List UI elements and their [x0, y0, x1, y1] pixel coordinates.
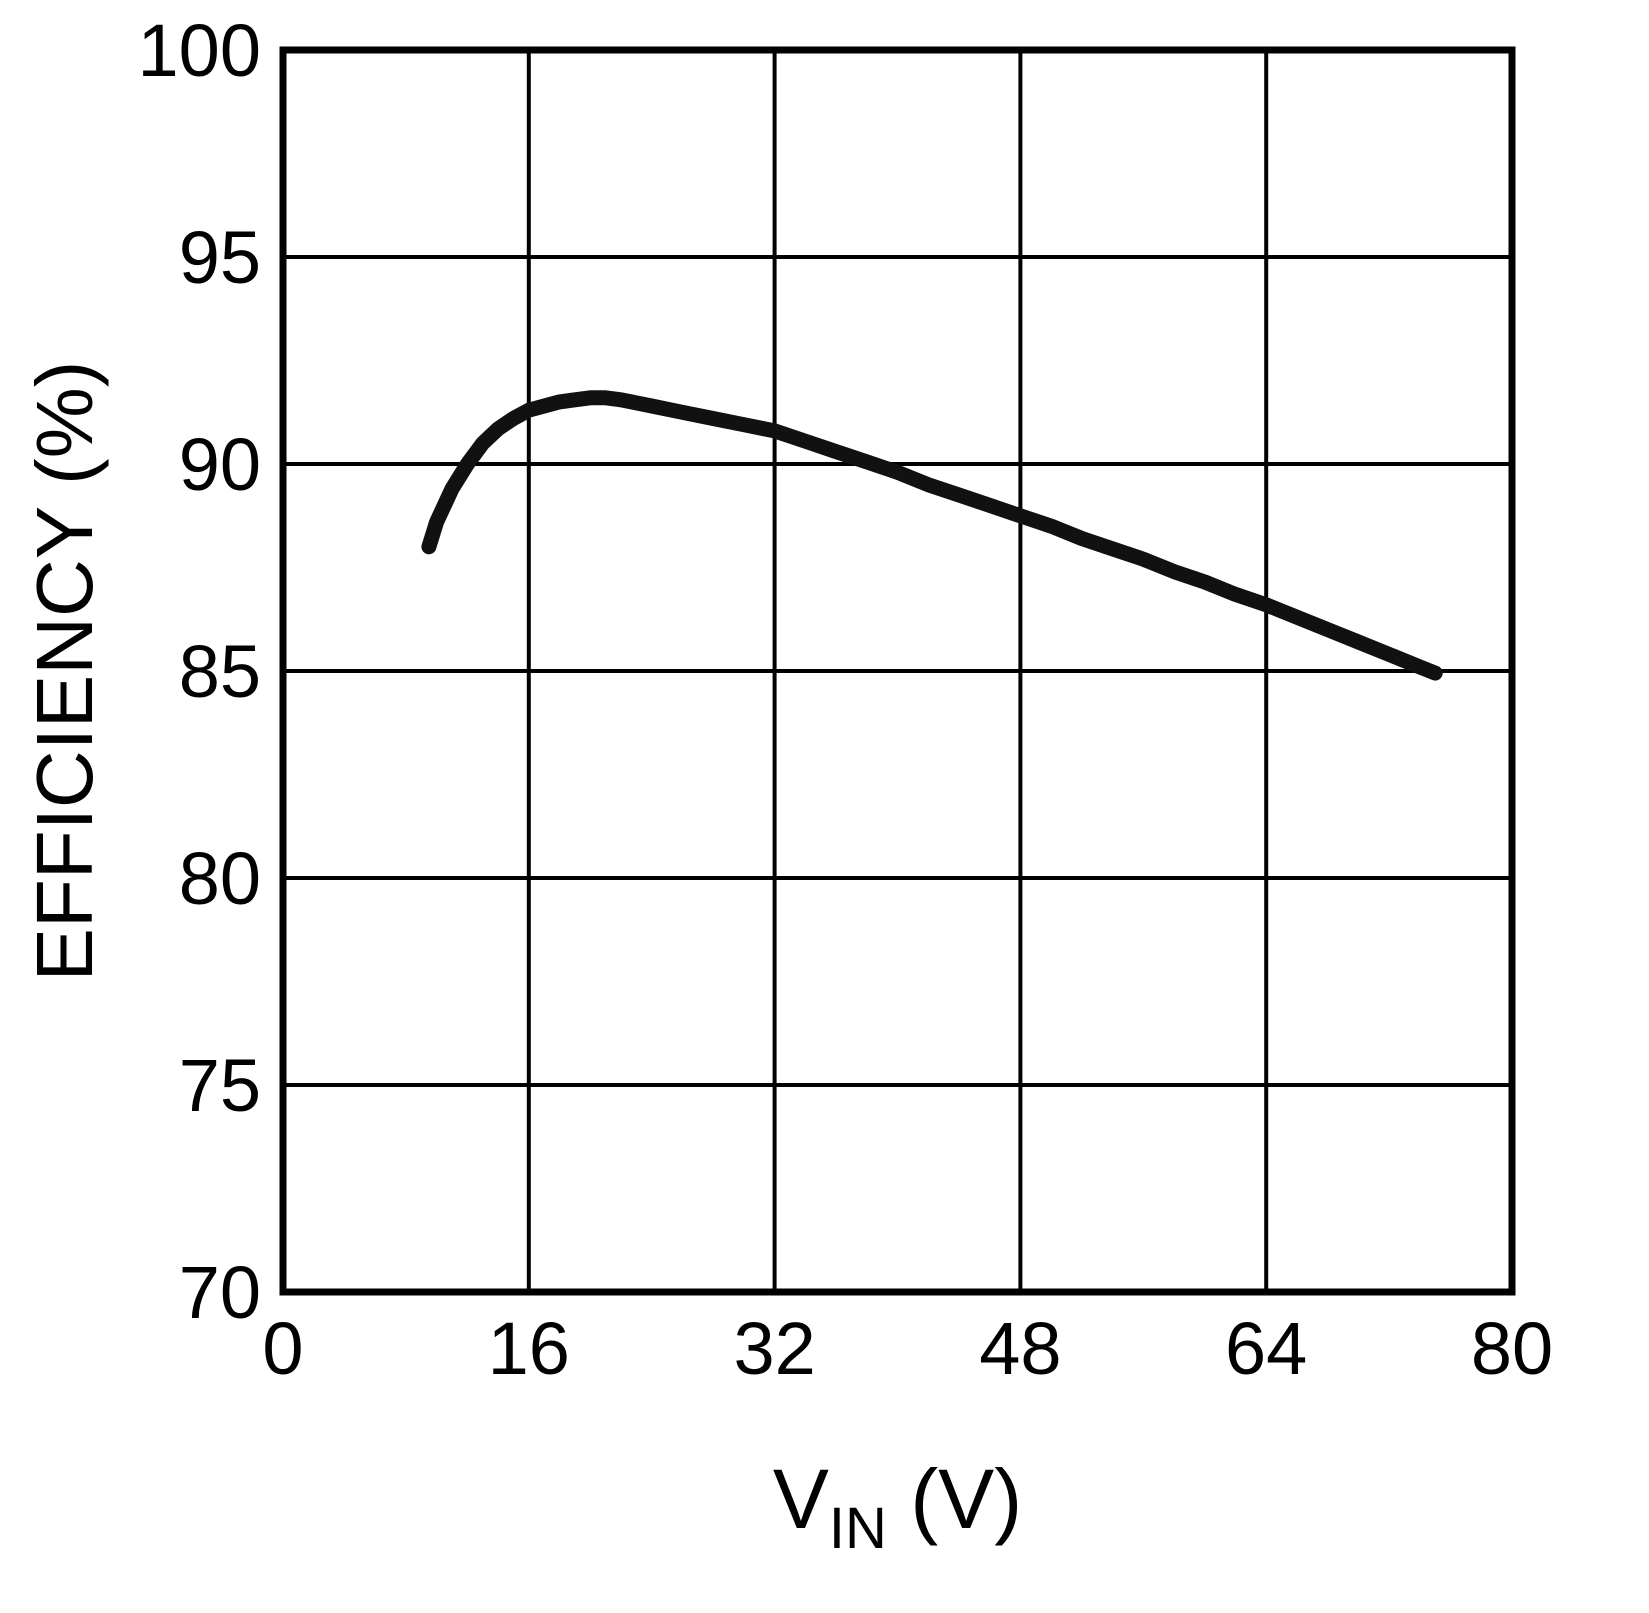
plot-border-rect — [279, 46, 1516, 1296]
plot-border — [279, 46, 1516, 1296]
y-tick-labels: 70 75 80 85 90 95 100 — [138, 9, 261, 1334]
x-tick-label: 80 — [1471, 1307, 1553, 1390]
y-tick-label: 100 — [138, 9, 261, 92]
gridlines — [283, 50, 1512, 1292]
curve — [421, 390, 1443, 681]
y-tick-label: 90 — [179, 423, 261, 506]
x-axis-title: VIN (V) — [773, 1452, 1022, 1561]
x-tick-label: 48 — [979, 1307, 1061, 1390]
x-tick-label: 0 — [262, 1307, 303, 1390]
x-tick-labels: 0 16 32 48 64 80 — [262, 1307, 1553, 1390]
x-tick-label: 32 — [733, 1307, 815, 1390]
y-tick-label: 70 — [179, 1251, 261, 1334]
y-tick-label: 85 — [179, 630, 261, 713]
y-tick-label: 75 — [179, 1044, 261, 1127]
series-line — [421, 390, 1443, 681]
x-axis-label: VIN (V) — [773, 1452, 1022, 1561]
x-tick-label: 16 — [488, 1307, 570, 1390]
x-tick-label: 64 — [1225, 1307, 1307, 1390]
y-axis-title: EFFICIENCY (%) — [20, 361, 109, 982]
y-axis-label: EFFICIENCY (%) — [20, 361, 109, 982]
y-tick-label: 80 — [179, 837, 261, 920]
y-tick-label: 95 — [179, 216, 261, 299]
